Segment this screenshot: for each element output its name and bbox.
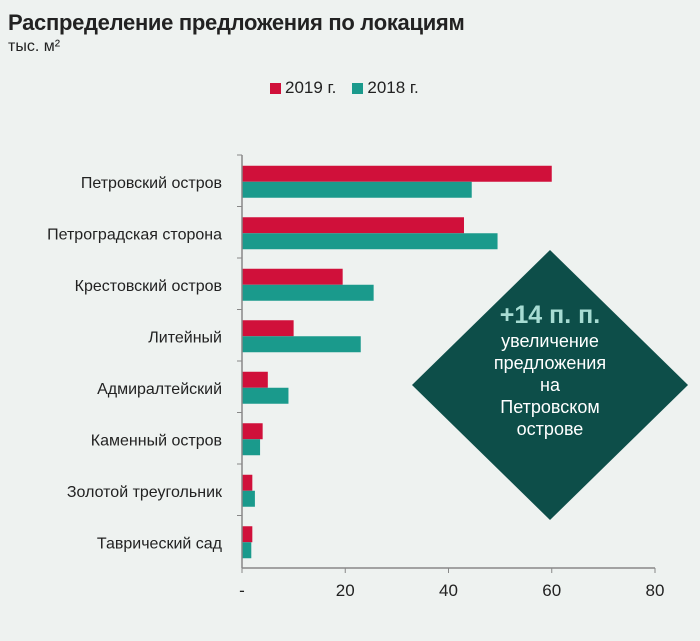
callout-line: острове	[516, 419, 584, 439]
category-label: Адмиралтейский	[97, 381, 222, 398]
x-tick-label: 20	[336, 581, 355, 600]
legend-item-2018: 2018 г.	[352, 78, 419, 98]
bar-2019	[242, 526, 253, 543]
category-label: Петроградская сторона	[47, 226, 222, 243]
bar-2018	[242, 490, 255, 507]
legend-swatch	[270, 82, 281, 94]
bar-2019	[242, 268, 343, 285]
bar-2018	[242, 439, 261, 456]
bar-2018	[242, 181, 472, 198]
bar-2018	[242, 336, 361, 353]
bar-2019	[242, 217, 464, 234]
bar-2018	[242, 284, 374, 301]
bar-2019	[242, 474, 253, 491]
callout-text: +14 п. п. увеличение предложения на Петр…	[470, 300, 630, 440]
category-label: Крестовский остров	[75, 278, 222, 295]
bar-2019	[242, 423, 263, 440]
legend-item-2019: 2019 г.	[270, 78, 336, 98]
callout-diamond	[412, 250, 688, 520]
category-label: Таврический сад	[97, 535, 223, 552]
x-tick-label: -	[239, 581, 245, 600]
callout-headline: +14 п. п.	[499, 301, 601, 329]
callout-line: Петровском	[500, 397, 600, 417]
x-tick-label: 60	[542, 581, 561, 600]
callout-line: увеличение	[501, 331, 599, 351]
category-label: Литейный	[148, 329, 222, 346]
x-tick-label: 80	[646, 581, 665, 600]
bar-2018	[242, 233, 498, 250]
unit-label: тыс. м²	[8, 38, 61, 55]
legend-label: 2019 г.	[285, 78, 337, 97]
bars: Петровский остров Петроградская сторона Кр…	[47, 154, 665, 600]
legend-swatch	[352, 82, 364, 94]
bar-2018	[242, 387, 289, 404]
bar-2019	[242, 371, 268, 388]
bar-2019	[242, 165, 552, 182]
bar-2019	[242, 320, 294, 337]
legend-label: 2018 г.	[367, 78, 419, 97]
bar-2018	[242, 542, 252, 559]
category-label: Золотой треугольник	[67, 484, 223, 501]
legend: 2019 г. 2018 г.	[270, 78, 419, 98]
category-label: Петровский остров	[81, 175, 222, 192]
category-label: Каменный остров	[91, 432, 222, 449]
x-tick-label: 40	[439, 581, 458, 600]
callout-line: предложения	[493, 353, 607, 373]
chart-title: Распределение предложения по локациям	[8, 10, 465, 35]
callout-line: на	[540, 375, 560, 395]
